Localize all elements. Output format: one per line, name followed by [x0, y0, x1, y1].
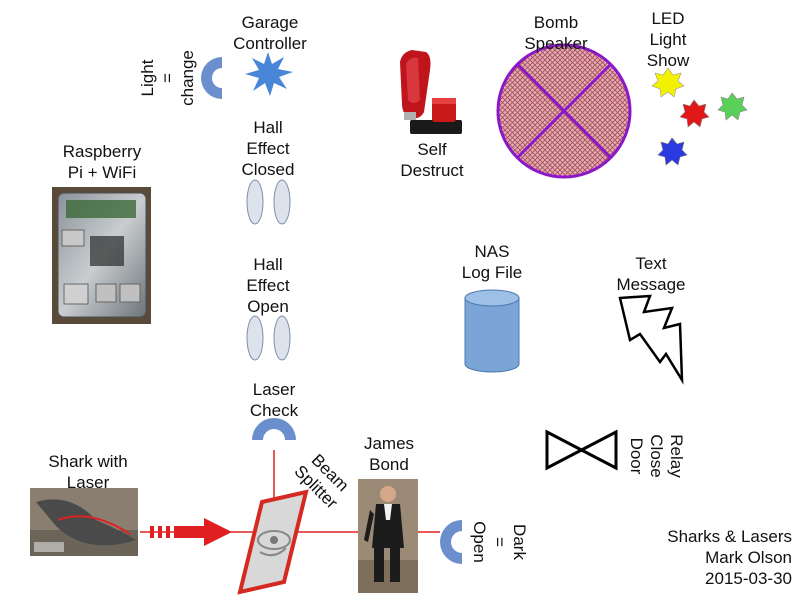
hall-effect-open-left — [246, 315, 264, 361]
hall-effect-closed-label: Hall Effect Closed — [230, 117, 306, 180]
relay-line-2: Close — [647, 434, 666, 478]
shark-laser-line-2: Laser — [66, 473, 110, 492]
garage-controller-icon — [245, 52, 293, 96]
self-destruct-label: Self Destruct — [392, 139, 472, 181]
laser-check-sensor-icon — [252, 418, 296, 440]
raspberry-pi-photo — [52, 187, 151, 324]
led-light-show-line-3: Show — [646, 51, 690, 70]
nas-log-line-1: NAS — [474, 242, 510, 261]
bomb-speaker-label: Bomb Speaker — [512, 12, 600, 54]
nas-log-line-2: Log File — [461, 263, 523, 282]
hall-closed-line-3: Closed — [241, 160, 295, 179]
shark-laser-line-1: Shark with — [48, 452, 128, 471]
led-yellow-icon — [651, 67, 685, 98]
relay-bowtie-icon — [545, 429, 618, 471]
dark-open-label: Dark = Open — [469, 507, 529, 577]
dark-open-line-3: Open — [470, 521, 489, 563]
led-blue-icon — [657, 137, 688, 166]
led-light-show-label: LED Light Show — [636, 8, 700, 71]
bomb-speaker-line-2: Speaker — [524, 34, 588, 53]
led-green-icon — [717, 92, 748, 121]
bomb-speaker-icon — [496, 43, 632, 179]
hall-open-line-3: Open — [247, 297, 289, 316]
laser-check-line-1: Laser — [252, 380, 296, 399]
bomb-speaker-line-1: Bomb — [533, 13, 579, 32]
james-bond-line-2: Bond — [369, 455, 409, 474]
led-light-show-line-1: LED — [651, 9, 685, 28]
laser-arrow-icon — [150, 518, 232, 546]
raspberry-pi-line-2: Pi + WiFi — [67, 163, 137, 182]
relay-line-3: Door — [627, 437, 646, 475]
hall-closed-line-2: Effect — [246, 139, 290, 158]
credit-title: Sharks & Lasers — [667, 527, 792, 546]
hall-closed-line-1: Hall — [253, 118, 283, 137]
james-bond-label: James Bond — [354, 433, 424, 475]
garage-controller-line-2: Controller — [233, 34, 307, 53]
shark-laser-label: Shark with Laser — [36, 451, 140, 493]
self-destruct-line-1: Self — [417, 140, 447, 159]
self-destruct-line-2: Destruct — [400, 161, 464, 180]
shark-laser-photo — [30, 488, 138, 556]
led-red-icon — [679, 99, 710, 128]
light-change-label: Light = change — [138, 38, 198, 118]
garage-controller-label: Garage Controller — [226, 12, 314, 54]
hall-effect-open-right — [273, 315, 291, 361]
raspberry-pi-line-1: Raspberry — [62, 142, 142, 161]
james-bond-photo — [358, 479, 418, 593]
led-light-show-line-2: Light — [649, 30, 687, 49]
text-message-line-1: Text — [635, 254, 667, 273]
nas-cylinder-icon — [464, 289, 520, 373]
light-change-line-2: = — [158, 73, 177, 83]
garage-controller-line-1: Garage — [241, 13, 299, 32]
dark-open-line-2: = — [490, 537, 509, 547]
hall-effect-open-label: Hall Effect Open — [230, 254, 306, 317]
led-light-show-icon — [651, 67, 748, 166]
hall-effect-closed-left — [246, 179, 264, 225]
hall-effect-closed-right — [273, 179, 291, 225]
hall-open-line-1: Hall — [253, 255, 283, 274]
credit-label: Sharks & Lasers Mark Olson 2015-03-30 — [640, 526, 792, 589]
laser-check-line-2: Check — [249, 401, 299, 420]
nas-log-label: NAS Log File — [452, 241, 532, 283]
self-destruct-switch-icon — [400, 50, 462, 134]
text-message-label: Text Message — [606, 253, 696, 295]
dark-sensor-icon — [440, 520, 462, 564]
credit-date: 2015-03-30 — [705, 569, 792, 588]
text-message-line-2: Message — [616, 275, 686, 294]
relay-close-door-label: Relay Close Door — [626, 416, 686, 496]
raspberry-pi-label: Raspberry Pi + WiFi — [52, 141, 152, 183]
hall-open-line-2: Effect — [246, 276, 290, 295]
james-bond-line-1: James — [363, 434, 415, 453]
laser-check-label: Laser Check — [236, 379, 312, 421]
light-change-line-1: Light — [138, 59, 157, 97]
light-change-line-3: change — [178, 50, 197, 106]
relay-line-1: Relay — [667, 434, 686, 478]
dark-open-line-1: Dark — [510, 524, 529, 560]
text-message-lightning-icon — [618, 294, 684, 385]
beam-splitter-icon — [237, 489, 309, 595]
light-sensor-icon — [201, 57, 222, 99]
credit-author: Mark Olson — [705, 548, 792, 567]
